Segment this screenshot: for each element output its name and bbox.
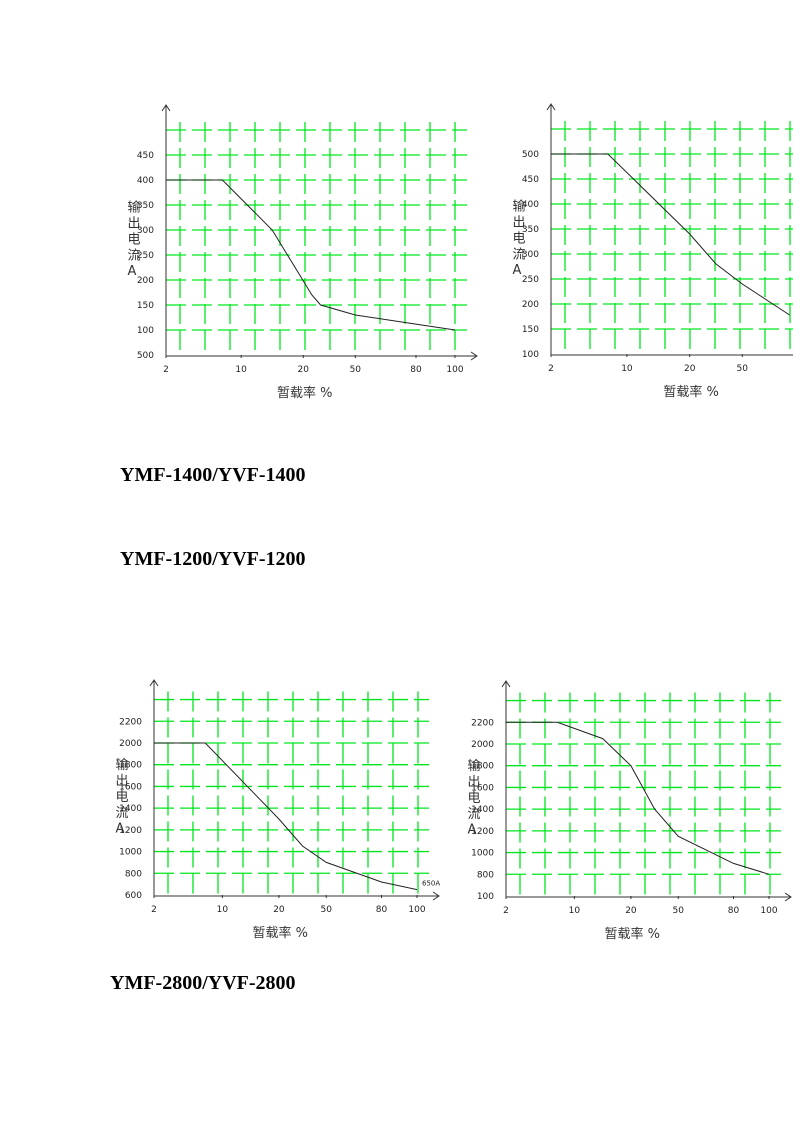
y-tick-label: 450 xyxy=(137,151,154,161)
y-tick-label: 300 xyxy=(137,226,154,236)
y-tick-label: 350 xyxy=(137,201,154,211)
y-tick-label: 200 xyxy=(522,300,539,310)
y-tick-label: 1800 xyxy=(119,761,142,771)
x-axis-arrow xyxy=(784,892,792,902)
y-tick-label: 250 xyxy=(137,251,154,261)
y-tick-label: 100 xyxy=(477,892,494,902)
y-tick-label: 200 xyxy=(137,276,154,286)
x-tick-label: 2 xyxy=(151,905,157,915)
annotation: 650A xyxy=(422,880,440,888)
y-tick-label: 1000 xyxy=(119,848,142,858)
x-tick-label: 100 xyxy=(408,905,425,915)
y-tick-label: 400 xyxy=(137,176,154,186)
x-tick-label: 20 xyxy=(625,906,637,916)
y-tick-label: 150 xyxy=(522,325,539,335)
y-axis-label: 输出电流A xyxy=(113,757,129,840)
y-tick-label: 1400 xyxy=(119,804,142,814)
x-axis-arrow xyxy=(432,891,440,901)
x-axis-label: 暂载率 % xyxy=(252,925,308,941)
model-heading: YMF-1200/YVF-1200 xyxy=(120,548,306,570)
y-tick-label: 800 xyxy=(125,869,142,879)
chart: 500 100 150 200 250 300 350 400 450 2 10 20 50 80 100 输… xyxy=(125,104,478,401)
chart: 600 800 1000 1200 1400 1600 1800 2000 2200 2 10 20 5… xyxy=(113,679,440,941)
x-tick-label: 50 xyxy=(321,905,333,915)
y-tick-label: 1600 xyxy=(119,782,142,792)
x-tick-label: 20 xyxy=(298,365,310,375)
y-tick-label: 350 xyxy=(522,225,539,235)
x-tick-label: 2 xyxy=(163,365,169,375)
y-tick-label: 300 xyxy=(522,250,539,260)
y-tick-label: 100 xyxy=(137,326,154,336)
x-tick-label: 20 xyxy=(273,905,285,915)
y-tick-label: 2200 xyxy=(471,718,494,728)
x-axis-label: 暂载率 % xyxy=(604,926,660,942)
y-tick-label: 600 xyxy=(125,891,142,901)
y-axis-arrow xyxy=(546,103,556,111)
model-heading: YMF-2800/YVF-2800 xyxy=(110,972,296,994)
x-tick-label: 100 xyxy=(446,365,463,375)
x-tick-label: 80 xyxy=(410,365,422,375)
x-tick-label: 50 xyxy=(673,906,685,916)
curve xyxy=(154,742,418,891)
y-tick-label: 250 xyxy=(522,275,539,285)
curve xyxy=(166,179,456,331)
y-axis-arrow xyxy=(149,679,159,687)
y-tick-label: 400 xyxy=(522,200,539,210)
y-tick-label: 1000 xyxy=(471,849,494,859)
model-heading: YMF-1400/YVF-1400 xyxy=(120,464,306,486)
x-tick-label: 2 xyxy=(548,364,554,374)
x-tick-label: 2 xyxy=(503,906,509,916)
curve xyxy=(551,153,790,316)
x-tick-label: 10 xyxy=(217,905,229,915)
y-axis-label: 输出电流A xyxy=(510,198,526,281)
curve xyxy=(506,721,770,875)
y-axis-arrow xyxy=(161,104,171,112)
x-axis-label: 暂载率 % xyxy=(663,384,719,400)
y-tick-label: 450 xyxy=(522,175,539,185)
x-tick-label: 50 xyxy=(350,365,362,375)
y-tick-label: 1600 xyxy=(471,783,494,793)
x-axis-arrow xyxy=(470,351,478,361)
x-axis-label: 暂载率 % xyxy=(277,385,333,401)
x-tick-label: 10 xyxy=(235,365,247,375)
chart: 100 150 200 250 300 350 400 450 500 2 10 20 50 输出电流A 暂… xyxy=(510,103,793,400)
x-tick-label: 10 xyxy=(621,364,633,374)
y-tick-label: 100 xyxy=(522,350,539,360)
y-tick-label: 1400 xyxy=(471,805,494,815)
y-axis-label: 输出电流A xyxy=(465,758,481,841)
y-axis-arrow xyxy=(501,680,511,688)
x-tick-label: 80 xyxy=(728,906,740,916)
x-tick-label: 20 xyxy=(684,364,696,374)
y-tick-label: 150 xyxy=(137,301,154,311)
y-tick-label: 2000 xyxy=(119,739,142,749)
y-tick-label: 500 xyxy=(137,351,154,361)
y-tick-label: 2200 xyxy=(119,717,142,727)
y-tick-label: 1200 xyxy=(471,827,494,837)
y-tick-label: 1200 xyxy=(119,826,142,836)
x-tick-label: 80 xyxy=(376,905,388,915)
y-tick-label: 1800 xyxy=(471,762,494,772)
x-tick-label: 10 xyxy=(569,906,581,916)
y-tick-label: 800 xyxy=(477,870,494,880)
chart: 100 800 1000 1200 1400 1600 1800 2000 2200 2 10 20 5… xyxy=(465,680,792,942)
y-tick-label: 500 xyxy=(522,150,539,160)
x-tick-label: 50 xyxy=(737,364,749,374)
x-tick-label: 100 xyxy=(760,906,777,916)
y-tick-label: 2000 xyxy=(471,740,494,750)
y-axis-label: 输出电流A xyxy=(125,199,141,282)
